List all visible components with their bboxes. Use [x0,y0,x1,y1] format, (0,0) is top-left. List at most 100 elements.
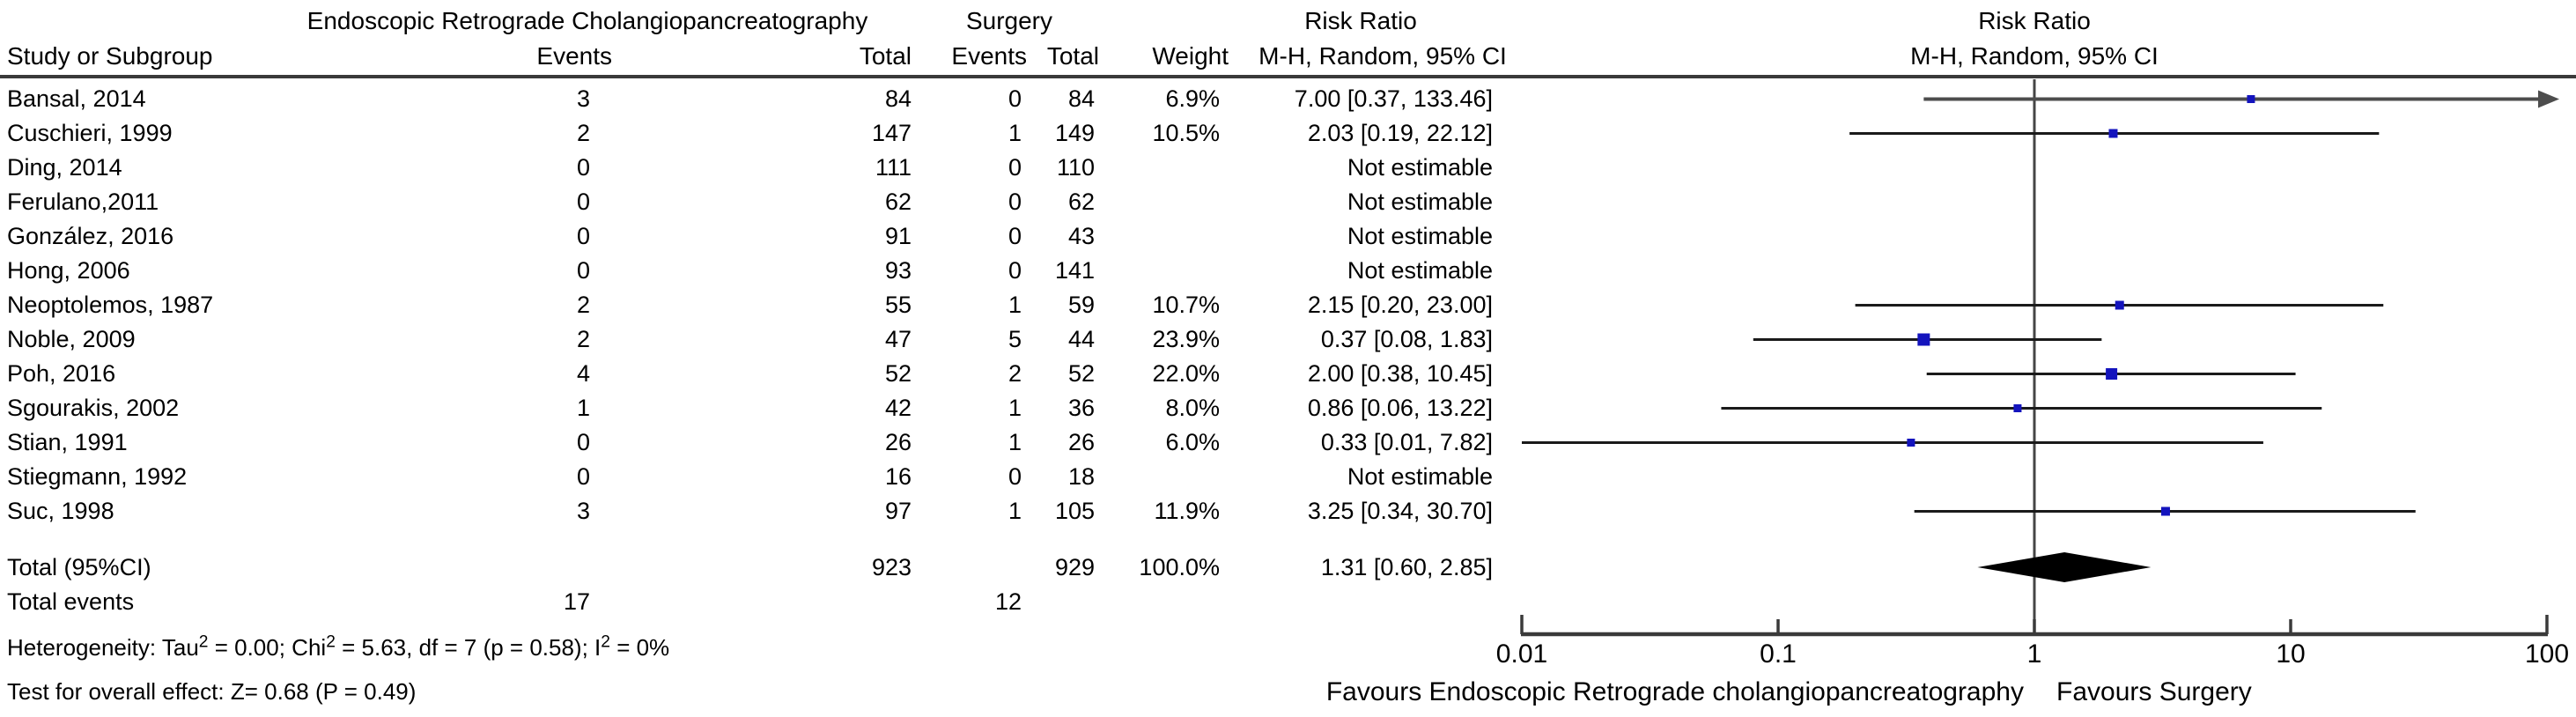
point-estimate-square [2013,404,2022,412]
ercp-events-value: 0 [576,154,590,181]
risk-ratio-title-right: Risk Ratio [1978,7,2091,34]
surgery-events-value: 2 [1008,360,1022,387]
surgery-events-value: 5 [1008,326,1022,352]
group2-title: Surgery [965,7,1053,34]
header-divider-line [0,75,2576,78]
het-text-3: = 5.63, df = 7 (p = 0.58); I [335,634,602,661]
total-surgery-n: 929 [1054,554,1095,580]
surgery-events-value: 0 [1008,154,1022,181]
total-events-row: Total events 17 12 [0,585,1550,619]
table-row: Neoptolemos, 1987 2 55 1 59 10.7% 2.15 [… [0,288,1550,322]
weight-value: 11.9% [1154,498,1220,524]
ercp-total-value: 84 [884,85,912,112]
het-sup-1: 2 [198,632,209,652]
column-header-events-surgery: Events [951,42,1027,70]
table-row: Suc, 1998 3 97 1 105 11.9% 3.25 [0.34, 3… [0,494,1550,529]
heterogeneity-line: Heterogeneity: Tau2 = 0.00; Chi2 = 5.63,… [7,631,669,664]
weight-value [1105,254,1220,288]
study-label: Ferulano,2011 [7,188,159,215]
ercp-events-value: 1 [576,395,590,421]
risk-ratio-value: 0.37 [0.08, 1.83] [1320,326,1493,352]
surgery-events-value: 1 [1008,498,1022,524]
weight-value: 6.0% [1165,429,1220,455]
ercp-total-value: 42 [884,395,912,421]
study-label: Cuschieri, 1999 [7,120,173,146]
surgery-total-value: 36 [1067,395,1095,421]
het-sup-3: 2 [601,632,610,652]
weight-value: 22.0% [1152,360,1220,387]
ercp-events-value: 0 [576,429,590,455]
total-weight: 100.0% [1139,554,1220,580]
point-estimate-square [2106,368,2118,380]
surgery-events-value: 1 [1008,120,1022,146]
study-label: Sgourakis, 2002 [7,395,180,421]
ercp-events-value: 2 [576,120,590,146]
ercp-events-value: 0 [576,188,590,215]
column-header-mh-ci-left: M-H, Random, 95% CI [1258,42,1507,70]
het-sup-2: 2 [326,632,336,652]
point-estimate-square [2108,129,2118,138]
risk-ratio-value: Not estimable [1347,188,1493,215]
weight-value: 23.9% [1152,326,1220,352]
risk-ratio-value: Not estimable [1347,154,1493,181]
column-header-study: Study or Subgroup [7,42,213,70]
surgery-events-value: 1 [1008,395,1022,421]
surgery-events-value: 0 [1008,257,1022,284]
het-text-2: = 0.00; Chi [208,634,327,661]
weight-value: 8.0% [1165,395,1220,421]
weight-value [1105,151,1220,185]
ercp-events-value: 0 [576,223,590,249]
study-label: Stiegmann, 1992 [7,463,188,490]
surgery-total-value: 110 [1056,154,1095,181]
axis-tick-10: 10 [2276,639,2306,669]
risk-ratio-value: 3.25 [0.34, 30.70] [1307,498,1493,524]
risk-ratio-value: 0.86 [0.06, 13.22] [1307,395,1493,421]
table-row: Hong, 2006 0 93 0 141 Not estimable [0,254,1550,288]
surgery-total-value: 84 [1067,85,1095,112]
surgery-total-value: 43 [1067,223,1095,249]
surgery-events-value: 0 [1008,223,1022,249]
ercp-events-value: 0 [576,463,590,490]
weight-value: 6.9% [1165,85,1220,112]
surgery-total-value: 105 [1054,498,1095,524]
ercp-events-value: 3 [576,498,590,524]
risk-ratio-value: Not estimable [1347,223,1493,249]
surgery-total-value: 141 [1054,257,1095,284]
favours-right-label: Favours Surgery [2056,677,2252,706]
point-estimate-square [2115,300,2124,310]
surgery-total-value: 18 [1067,463,1095,490]
ercp-total-value: 26 [884,429,912,455]
risk-ratio-value: Not estimable [1347,257,1493,284]
column-header-total-surgery: Total [1046,42,1099,70]
study-label: Suc, 1998 [7,498,114,524]
weight-value: 10.7% [1152,292,1220,318]
surgery-total-value: 149 [1054,120,1095,146]
het-text-4: = 0% [609,634,670,661]
study-label: González, 2016 [7,223,174,249]
ercp-total-value: 47 [884,326,912,352]
ercp-total-value: 147 [871,120,912,146]
table-row: González, 2016 0 91 0 43 Not estimable [0,219,1550,254]
column-header-weight: Weight [1152,42,1229,70]
surgery-total-value: 26 [1067,429,1095,455]
axis-tick-0.1: 0.1 [1760,639,1797,669]
surgery-events-value: 0 [1008,85,1022,112]
ercp-events-value: 2 [576,326,590,352]
overall-effect-line: Test for overall effect: Z= 0.68 (P = 0.… [7,678,417,705]
study-label: Ding, 2014 [7,154,122,181]
risk-ratio-title-left: Risk Ratio [1304,7,1417,34]
axis-tick-100: 100 [2524,639,2570,669]
surgery-total-value: 44 [1067,326,1095,352]
point-estimate-square [1907,439,1915,447]
table-row: Bansal, 2014 3 84 0 84 6.9% 7.00 [0.37, … [0,82,1550,116]
surgery-events-value: 0 [1008,463,1022,490]
total-label: Total (95%CI) [7,554,151,580]
surgery-events-value: 1 [1008,429,1022,455]
risk-ratio-value: 2.03 [0.19, 22.12] [1307,120,1493,146]
risk-ratio-value: 2.00 [0.38, 10.45] [1307,360,1493,387]
surgery-events-value: 1 [1008,292,1022,318]
table-row: Noble, 2009 2 47 5 44 23.9% 0.37 [0.08, … [0,322,1550,357]
total-events-label: Total events [7,588,135,615]
ercp-total-value: 97 [884,498,912,524]
